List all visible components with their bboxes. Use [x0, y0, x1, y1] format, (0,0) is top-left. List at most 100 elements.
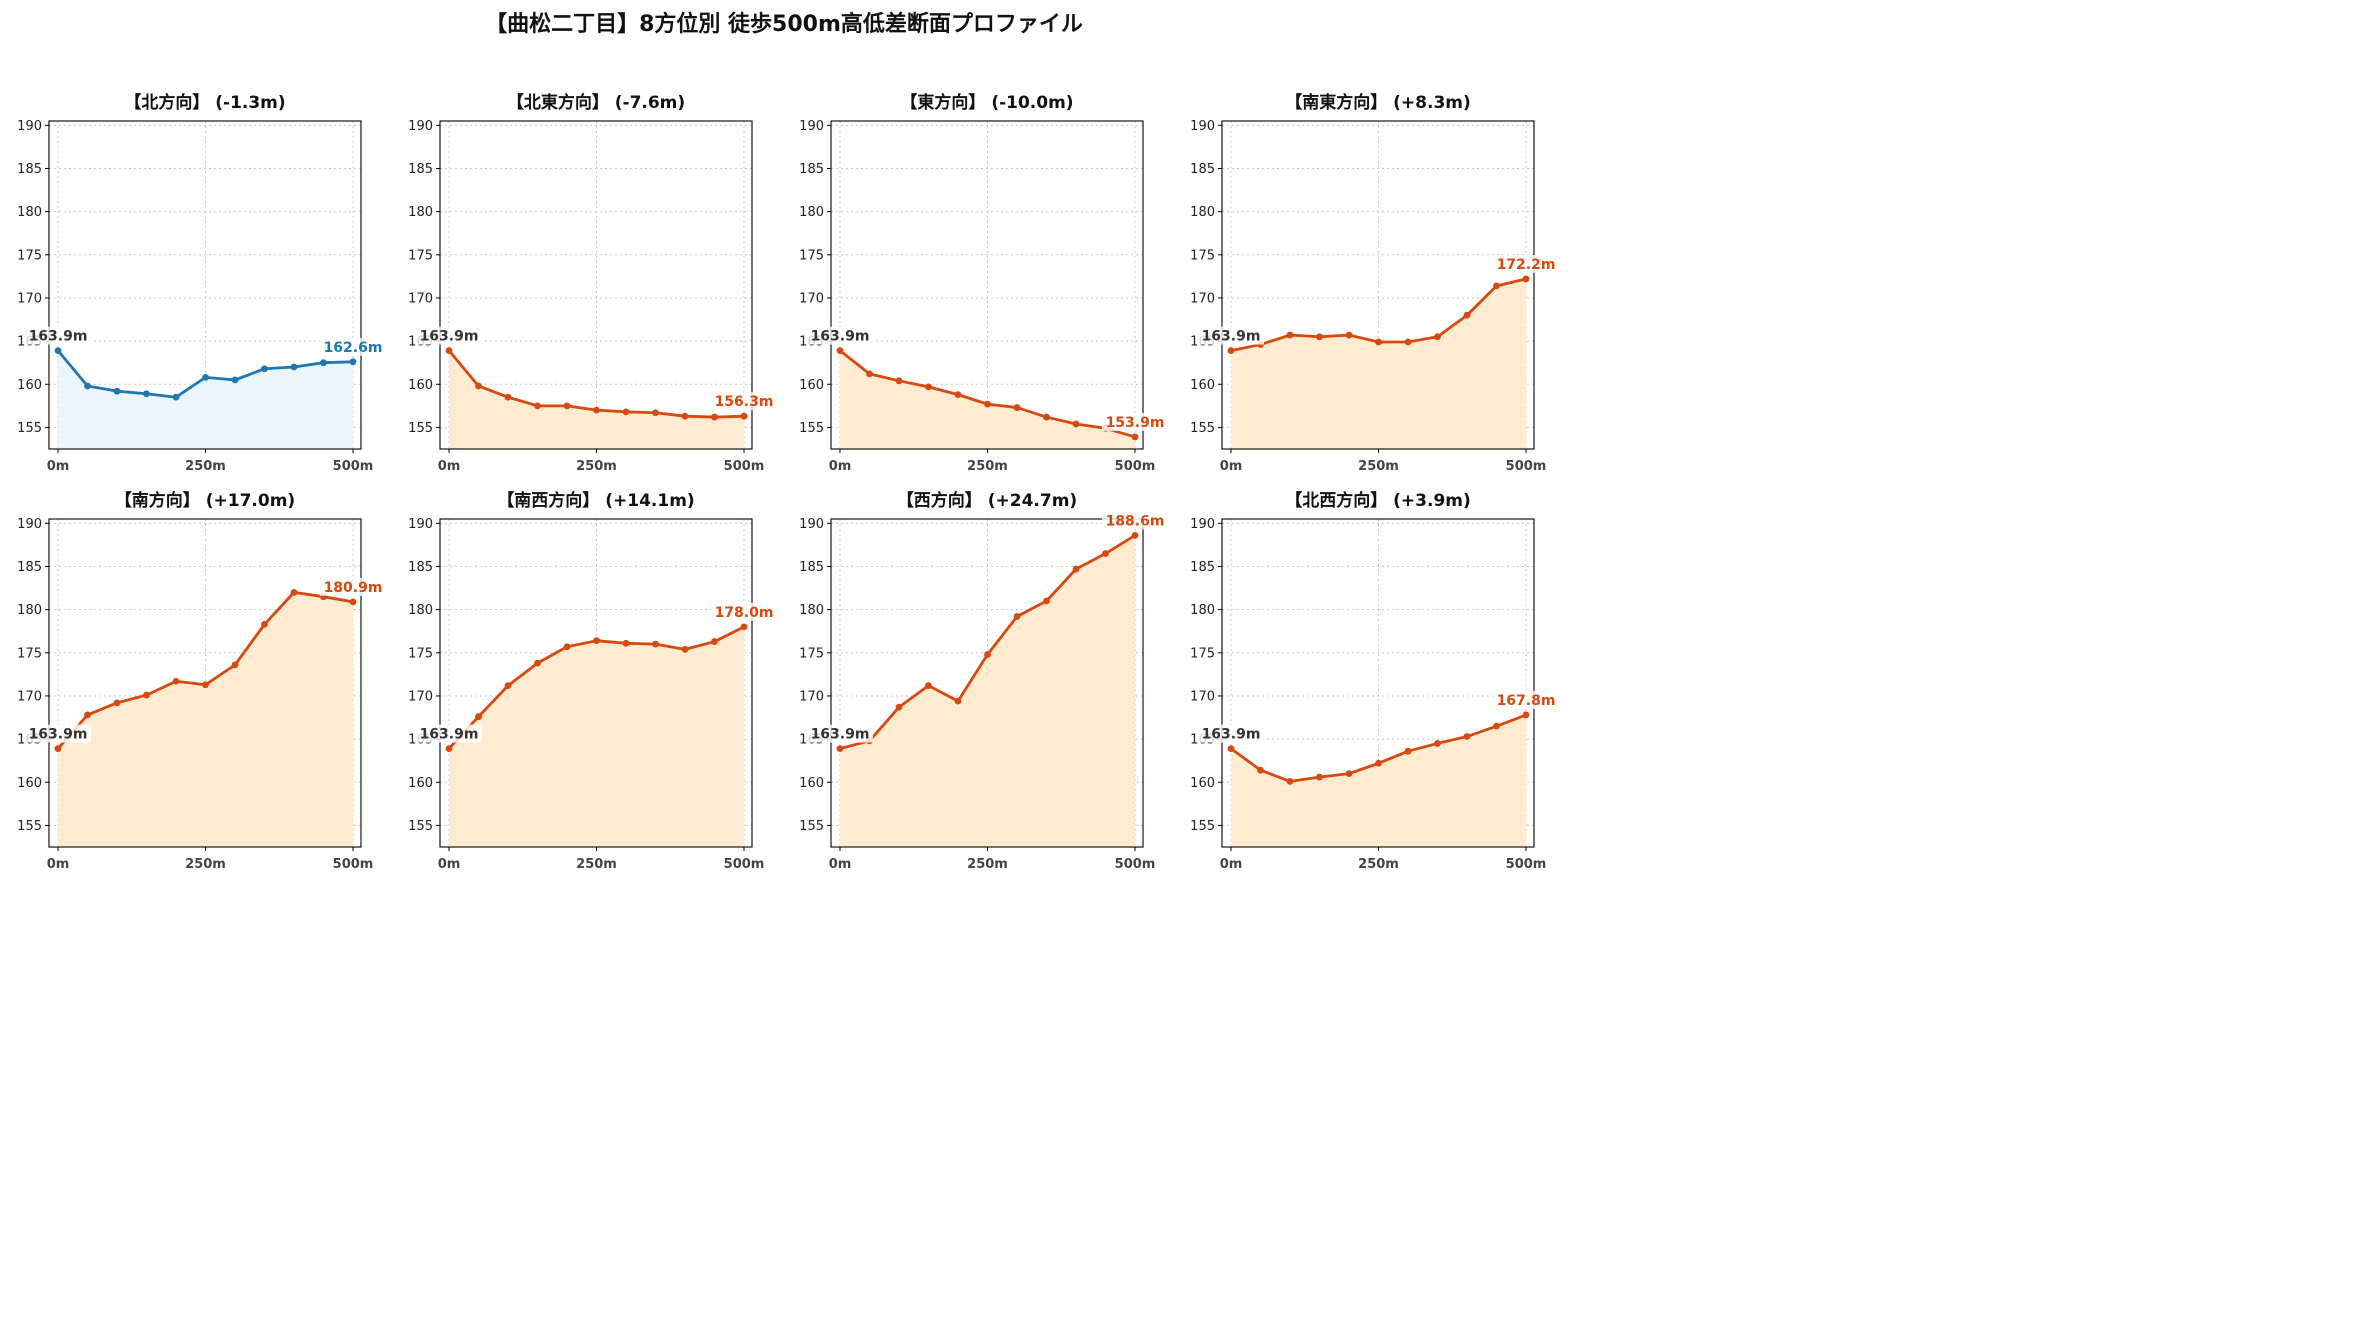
- axes-frame: [830, 120, 1144, 450]
- data-point: [1463, 733, 1471, 740]
- data-point: [954, 391, 962, 399]
- data-point: [1404, 747, 1412, 755]
- y-tick-label: 185: [799, 162, 824, 177]
- x-tick-label: 250m: [967, 459, 1008, 474]
- subplot-title: 【北方向】 (-1.3m): [124, 92, 285, 113]
- data-point: [1493, 282, 1500, 290]
- end-label: 180.9m: [324, 580, 383, 596]
- start-label: 163.9m: [1202, 329, 1261, 345]
- data-point: [534, 659, 541, 667]
- axes-frame: [1221, 518, 1535, 848]
- data-point: [84, 382, 91, 390]
- data-point: [1286, 778, 1294, 785]
- end-label: 156.3m: [715, 394, 774, 410]
- area-fill: [840, 350, 1135, 449]
- x-tick-label: 0m: [829, 459, 852, 474]
- data-point: [563, 402, 571, 410]
- x-tick-label: 250m: [185, 459, 226, 474]
- y-tick-label: 170: [17, 291, 42, 306]
- data-point: [1316, 333, 1323, 341]
- y-tick-label: 185: [1190, 560, 1215, 575]
- y-tick-label: 175: [408, 248, 433, 263]
- data-point: [1131, 532, 1139, 539]
- data-point: [925, 682, 932, 689]
- data-point: [1434, 333, 1441, 341]
- data-point: [349, 598, 357, 606]
- data-point: [1522, 275, 1530, 283]
- data-point: [84, 711, 91, 719]
- y-tick-label: 180: [1190, 205, 1215, 220]
- start-label: 163.9m: [1202, 727, 1261, 743]
- data-point: [984, 651, 991, 658]
- data-point: [290, 588, 298, 596]
- subplot-title: 【北東方向】 (-7.6m): [507, 92, 685, 113]
- data-point: [954, 697, 962, 705]
- data-point: [1257, 766, 1264, 774]
- data-point: [1375, 759, 1382, 767]
- x-tick-label: 500m: [1506, 459, 1547, 474]
- data-point: [1227, 745, 1235, 752]
- start-label-bg: [1198, 724, 1264, 743]
- subplot-title: 【東方向】 (-10.0m): [900, 92, 1073, 113]
- data-point: [593, 406, 600, 414]
- figure: 【曲松二丁目】8方位別 徒歩500m高低差断面プロファイル 【北方向】 (-1.…: [0, 0, 1568, 882]
- data-point: [261, 620, 268, 628]
- x-tick-label: 500m: [1115, 857, 1156, 872]
- y-tick-label: 185: [1190, 162, 1215, 177]
- area-fill: [840, 535, 1135, 847]
- x-tick-label: 0m: [47, 459, 70, 474]
- subplot: 【南方向】 (+17.0m)1551601651701751801851900m…: [17, 490, 386, 872]
- start-label: 163.9m: [29, 727, 88, 743]
- y-tick-label: 160: [17, 378, 42, 393]
- start-label: 163.9m: [420, 727, 479, 743]
- data-point: [1345, 770, 1353, 778]
- x-tick-label: 500m: [333, 857, 374, 872]
- y-tick-label: 170: [799, 291, 824, 306]
- data-point: [1227, 347, 1235, 354]
- data-point: [202, 681, 209, 689]
- x-tick-label: 500m: [724, 459, 765, 474]
- figure-title: 【曲松二丁目】8方位別 徒歩500m高低差断面プロファイル: [485, 12, 1083, 37]
- y-tick-label: 160: [799, 776, 824, 791]
- subplot-title: 【西方向】 (+24.7m): [897, 490, 1077, 511]
- data-point: [1463, 311, 1471, 319]
- area-fill: [1231, 714, 1526, 847]
- y-tick-label: 155: [1190, 819, 1215, 834]
- data-point: [711, 413, 718, 421]
- start-label: 163.9m: [811, 329, 870, 345]
- subplot-title: 【南東方向】 (+8.3m): [1285, 92, 1471, 113]
- y-tick-label: 185: [408, 560, 433, 575]
- data-point: [1013, 404, 1021, 411]
- data-point: [652, 640, 659, 648]
- data-point: [261, 365, 268, 373]
- y-tick-label: 180: [408, 603, 433, 618]
- y-tick-label: 185: [17, 162, 42, 177]
- y-tick-label: 190: [799, 119, 824, 134]
- area-fill: [58, 350, 353, 449]
- data-point: [1131, 433, 1139, 441]
- y-tick-label: 185: [408, 162, 433, 177]
- data-point: [534, 402, 541, 410]
- x-tick-label: 250m: [576, 857, 617, 872]
- end-label: 188.6m: [1106, 513, 1165, 529]
- data-point: [475, 713, 482, 721]
- area-fill: [449, 626, 744, 847]
- y-tick-label: 155: [17, 819, 42, 834]
- y-tick-label: 155: [1190, 421, 1215, 436]
- x-tick-label: 500m: [1115, 459, 1156, 474]
- subplot-title: 【南西方向】 (+14.1m): [497, 490, 694, 511]
- y-tick-label: 170: [408, 689, 433, 704]
- data-point: [1375, 338, 1382, 346]
- data-point: [711, 638, 718, 645]
- start-label-bg: [25, 326, 91, 345]
- y-tick-label: 185: [799, 560, 824, 575]
- data-point: [1434, 740, 1441, 747]
- end-label: 153.9m: [1106, 415, 1165, 431]
- axes-frame: [439, 120, 753, 450]
- data-point: [836, 347, 844, 354]
- end-label: 172.2m: [1497, 257, 1556, 273]
- data-point: [231, 376, 239, 384]
- data-point: [895, 703, 903, 711]
- end-label-bg: [1493, 690, 1559, 709]
- data-point: [143, 691, 150, 699]
